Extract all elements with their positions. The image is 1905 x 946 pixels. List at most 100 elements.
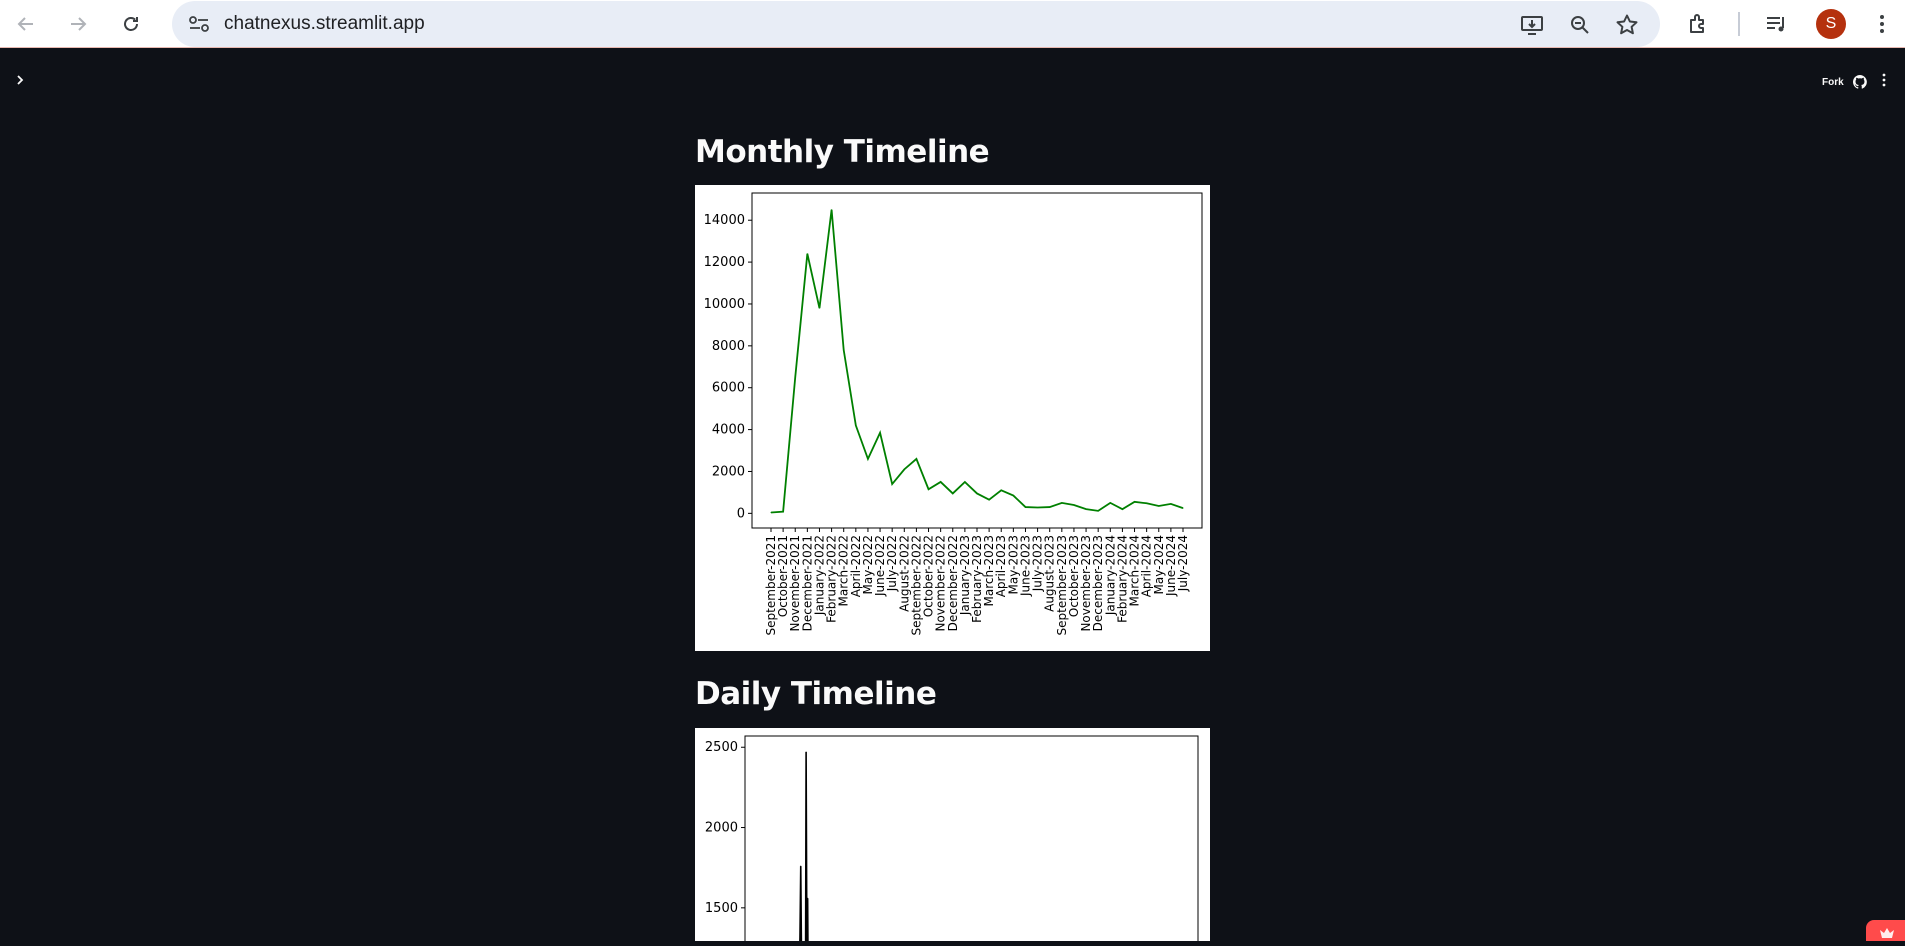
- monthly-data-point: [928, 488, 930, 490]
- x-tick-label: August-2022: [897, 535, 911, 612]
- x-tick-label: April-2023: [994, 535, 1008, 597]
- github-icon[interactable]: [1852, 75, 1867, 89]
- monthly-data-point: [1085, 508, 1087, 510]
- monthly-timeline-title: Monthly Timeline: [695, 134, 990, 170]
- x-tick-label: December-2022: [946, 535, 960, 631]
- monthly-data-point: [976, 492, 978, 494]
- forward-arrow-icon: [71, 17, 87, 31]
- app-menu-icon[interactable]: [1882, 73, 1892, 90]
- x-tick-label: January-2022: [812, 535, 826, 616]
- monthly-chart-svg: 0 2000 4000 6000 8000 10000 12000 14000 Septembe…: [704, 192, 1203, 635]
- monthly-data-point: [940, 481, 942, 483]
- extensions-icon[interactable]: [1684, 9, 1714, 39]
- x-tick-label: October-2022: [922, 535, 936, 617]
- x-tick-label: July-2024: [1176, 535, 1190, 592]
- y-tick-label: 6000: [712, 381, 745, 396]
- profile-avatar[interactable]: S: [1816, 9, 1846, 39]
- x-tick-label: October-2021: [776, 535, 790, 617]
- back-button[interactable]: [10, 9, 42, 39]
- monthly-data-point: [818, 307, 820, 309]
- x-tick-label: May-2022: [861, 535, 875, 594]
- daily-timeline-title: Daily Timeline: [695, 676, 937, 712]
- monthly-data-point: [903, 468, 905, 470]
- x-tick-label: December-2023: [1091, 535, 1105, 631]
- plot-frame: [751, 192, 1203, 529]
- x-tick-label: April-2024: [1140, 535, 1154, 597]
- x-tick-label: January-2023: [958, 535, 972, 616]
- monthly-data-point: [988, 499, 990, 501]
- x-tick-label: June-2022: [873, 535, 887, 597]
- monthly-data-point: [1158, 505, 1160, 507]
- sidebar-expand-button[interactable]: [14, 73, 34, 93]
- daily-data-point: [807, 897, 809, 899]
- monthly-data-point: [915, 458, 917, 460]
- x-tick-label: October-2023: [1067, 535, 1081, 617]
- browser-menu-icon[interactable]: [1867, 9, 1897, 39]
- fork-button[interactable]: Fork: [1822, 77, 1844, 88]
- x-tick-label: September-2023: [1055, 535, 1069, 635]
- y-tick-label: 4000: [712, 423, 745, 438]
- x-tick-label: November-2021: [788, 535, 802, 632]
- url-text[interactable]: chatnexus.streamlit.app: [224, 13, 425, 34]
- site-info-icon[interactable]: [186, 12, 212, 36]
- monthly-data-point: [1109, 502, 1111, 504]
- x-tick-label: May-2023: [1006, 535, 1020, 594]
- chevron-right-icon: [17, 75, 24, 85]
- monthly-data-point: [1012, 495, 1014, 497]
- y-tick-label: 0: [737, 506, 745, 521]
- y-tick-label: 1500: [705, 901, 738, 916]
- reload-button[interactable]: [115, 9, 147, 39]
- monthly-data-point: [794, 376, 796, 378]
- zoom-icon[interactable]: [1566, 11, 1594, 39]
- monthly-series-line: [770, 209, 1184, 514]
- y-tick-label: 8000: [712, 339, 745, 354]
- x-tick-label: July-2023: [1031, 535, 1045, 592]
- monthly-data-point: [867, 458, 869, 460]
- browser-toolbar: chatnexus.streamlit.app S: [0, 0, 1905, 48]
- address-bar[interactable]: chatnexus.streamlit.app: [172, 1, 1660, 47]
- x-tick-label: February-2024: [1115, 535, 1129, 623]
- monthly-data-point: [1061, 502, 1063, 504]
- y-tick-label: 10000: [704, 297, 745, 312]
- x-tick-label: March-2024: [1128, 535, 1142, 606]
- install-app-icon[interactable]: [1518, 11, 1546, 39]
- monthly-data-point: [1037, 506, 1039, 508]
- x-tick-label: February-2023: [970, 535, 984, 623]
- x-tick-label: April-2022: [849, 535, 863, 597]
- media-control-icon[interactable]: [1762, 9, 1792, 39]
- monthly-data-point: [1049, 506, 1051, 508]
- x-tick-label: August-2023: [1043, 535, 1057, 612]
- streamlit-badge[interactable]: [1866, 920, 1905, 941]
- x-tick-label: May-2024: [1152, 535, 1166, 594]
- y-tick-label: 12000: [704, 255, 745, 270]
- toolbar-separator: [1738, 12, 1740, 36]
- bookmark-star-icon[interactable]: [1613, 11, 1641, 39]
- monthly-data-point: [1121, 508, 1123, 510]
- daily-chart-svg: 1000150020002500: [705, 735, 1199, 941]
- x-tick-label: March-2023: [982, 535, 996, 606]
- monthly-data-point: [964, 481, 966, 483]
- reload-icon: [124, 17, 138, 31]
- monthly-data-point: [806, 253, 808, 255]
- x-tick-label: September-2022: [909, 535, 923, 635]
- monthly-data-point: [1170, 503, 1172, 505]
- x-tick-label: November-2023: [1079, 535, 1093, 632]
- forward-button[interactable]: [62, 9, 94, 39]
- daily-data-point: [799, 936, 801, 938]
- y-tick-label: 14000: [704, 213, 745, 228]
- y-tick-label: 2000: [705, 821, 738, 836]
- monthly-data-point: [891, 483, 893, 485]
- x-tick-label: December-2021: [800, 535, 814, 631]
- monthly-data-point: [843, 349, 845, 351]
- monthly-data-point: [1073, 504, 1075, 506]
- monthly-data-point: [1182, 507, 1184, 509]
- daily-data-point: [800, 865, 802, 867]
- monthly-data-point: [782, 511, 784, 513]
- monthly-data-point: [1000, 489, 1002, 491]
- monthly-data-point: [952, 492, 954, 494]
- monthly-data-point: [855, 424, 857, 426]
- daily-series-line: [799, 752, 809, 941]
- x-tick-label: March-2022: [837, 535, 851, 606]
- x-tick-label: November-2022: [934, 535, 948, 632]
- monthly-data-point: [1134, 501, 1136, 503]
